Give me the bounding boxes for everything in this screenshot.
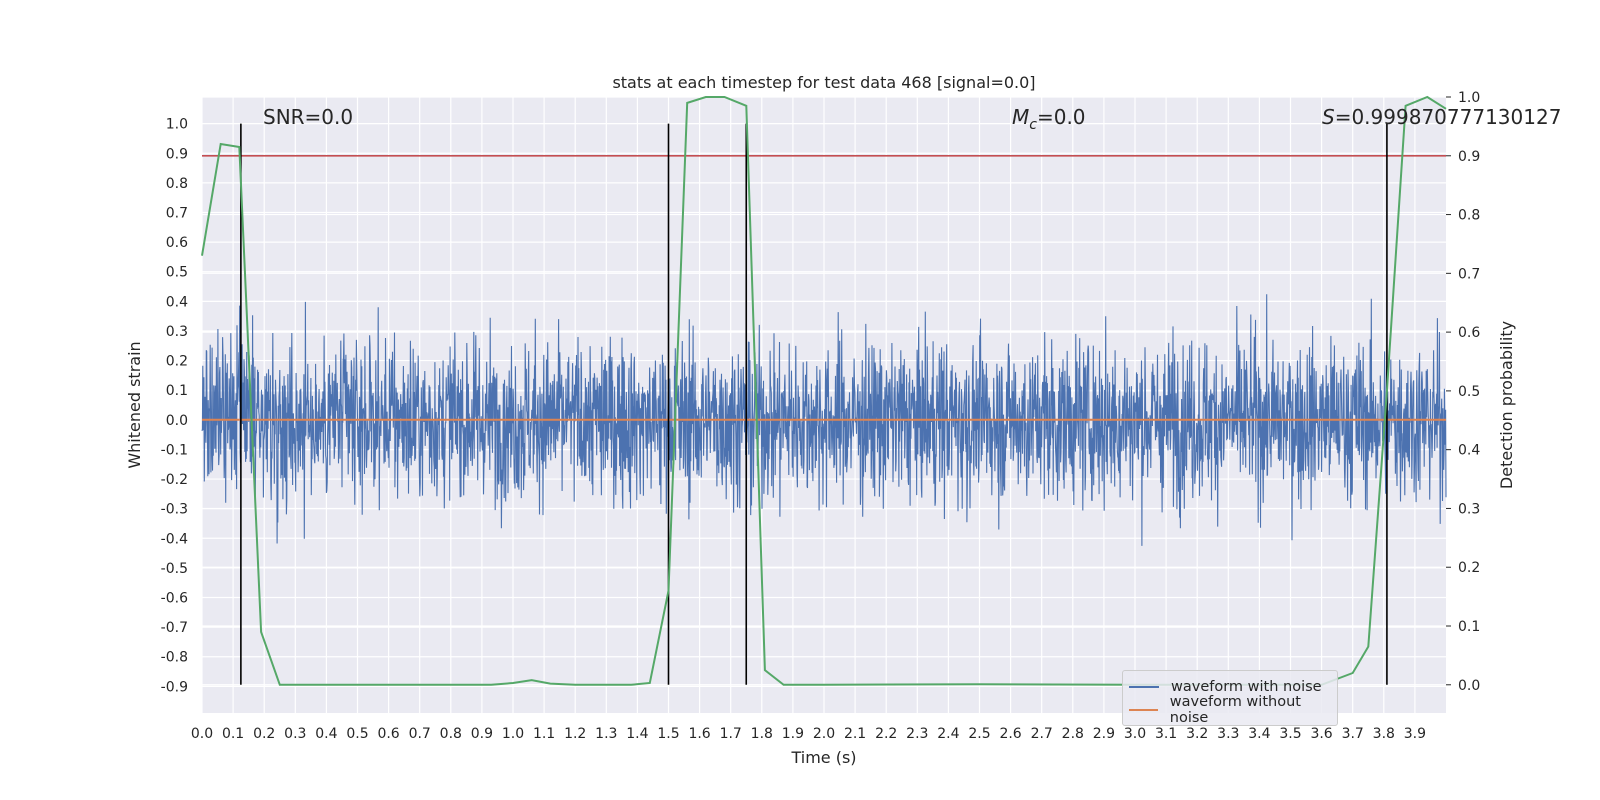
y-tick-label: 1.0	[166, 117, 188, 133]
y-tick-label: -0.4	[161, 531, 188, 547]
x-tick-label: 2.6	[999, 726, 1021, 742]
x-tick-label: 2.3	[906, 726, 928, 742]
x-tick-label: 1.2	[564, 726, 586, 742]
x-tick-label: 0.2	[253, 726, 275, 742]
noise-waveform-path	[201, 294, 1447, 546]
x-tick-label: 3.3	[1217, 726, 1239, 742]
x-tick-label: 0.8	[440, 726, 462, 742]
x-tick-label: 2.0	[813, 726, 835, 742]
y-tick-label: -0.7	[161, 620, 188, 636]
x-tick-label: 1.4	[626, 726, 648, 742]
y2-tick-label: 0.2	[1458, 560, 1480, 576]
x-tick-label: 0.7	[409, 726, 431, 742]
y-tick-label: 0.9	[166, 146, 188, 162]
chirp-mass-value: =0.0	[1037, 105, 1086, 129]
x-tick-label: 2.2	[875, 726, 897, 742]
chirp-mass-annotation: Mc=0.0	[1012, 105, 1086, 133]
y-tick-label: 0.6	[166, 235, 188, 251]
y-tick-label: -0.1	[161, 442, 188, 458]
x-tick-label: 2.9	[1093, 726, 1115, 742]
y-tick-label: 0.7	[166, 206, 188, 222]
y2-tick-label: 0.4	[1458, 443, 1480, 459]
chirp-mass-subscript: c	[1029, 117, 1037, 133]
x-tick-label: 0.3	[284, 726, 306, 742]
x-tick-labels: 0.0 0.1 0.2 0.3 0.4 0.5 0.6 0.7 0.8 0.9 1.0 1.1 1.2 1…	[191, 726, 1426, 742]
x-tick-label: 2.1	[844, 726, 866, 742]
y2-tick-label: 1.0	[1458, 90, 1480, 106]
y2-axis-label: Detection probability	[1497, 321, 1516, 489]
x-tick-label: 3.1	[1155, 726, 1177, 742]
legend-label-clean: waveform without noise	[1169, 694, 1301, 726]
chart-title: stats at each timestep for test data 468…	[612, 73, 1035, 92]
legend-item-waveform-with-noise: waveform with noise	[1129, 676, 1322, 698]
y-tick-label: -0.2	[161, 472, 188, 488]
x-tick-label: 0.6	[377, 726, 399, 742]
x-tick-label: 3.7	[1342, 726, 1364, 742]
legend-swatch-clean	[1129, 709, 1158, 711]
x-tick-label: 0.0	[191, 726, 213, 742]
x-tick-label: 3.6	[1310, 726, 1332, 742]
y2-tick-labels: 1.0 0.9 0.8 0.7 0.6 0.5 0.4 0.3 0.2 0.1 0.0	[1446, 90, 1480, 694]
s-symbol: S	[1322, 105, 1335, 129]
y2-tick-label: 0.8	[1458, 208, 1480, 224]
x-tick-label: 1.7	[720, 726, 742, 742]
x-tick-label: 1.9	[782, 726, 804, 742]
y-tick-label: 0.2	[166, 354, 188, 370]
y-tick-label: 0.4	[166, 294, 188, 310]
series-waveform-with-noise	[201, 294, 1447, 546]
y2-tick-label: 0.3	[1458, 501, 1480, 517]
y-tick-label: -0.3	[161, 502, 188, 518]
x-tick-label: 2.7	[1031, 726, 1053, 742]
y-tick-label: 0.0	[166, 413, 188, 429]
x-tick-label: 3.0	[1124, 726, 1146, 742]
x-tick-label: 3.5	[1279, 726, 1301, 742]
x-tick-label: 3.9	[1404, 726, 1426, 742]
y-tick-label: -0.6	[161, 591, 188, 607]
y-tick-label: -0.8	[161, 650, 188, 666]
x-tick-label: 1.0	[502, 726, 524, 742]
x-tick-label: 3.4	[1248, 726, 1270, 742]
legend-item-waveform-without-noise: waveform without noise	[1129, 694, 1337, 726]
y2-tick-label: 0.6	[1458, 325, 1480, 341]
x-tick-label: 0.9	[471, 726, 493, 742]
x-tick-label: 3.2	[1186, 726, 1208, 742]
x-tick-label: 3.8	[1373, 726, 1395, 742]
x-tick-label: 1.5	[657, 726, 679, 742]
s-value: =0.999870777130127	[1335, 105, 1562, 129]
y-tick-label: 0.8	[166, 176, 188, 192]
x-tick-label: 2.5	[968, 726, 990, 742]
x-tick-label: 1.3	[595, 726, 617, 742]
x-tick-label: 1.1	[533, 726, 555, 742]
y2-tick-label: 0.1	[1458, 619, 1480, 635]
x-tick-label: 2.4	[937, 726, 959, 742]
s-annotation: S=0.999870777130127	[1322, 105, 1561, 129]
snr-annotation: SNR=0.0	[263, 105, 353, 129]
legend-swatch-noise	[1129, 686, 1159, 688]
x-tick-label: 0.4	[315, 726, 337, 742]
y2-tick-label: 0.5	[1458, 384, 1480, 400]
x-tick-label: 1.6	[688, 726, 710, 742]
x-axis-label: Time (s)	[790, 748, 856, 767]
y-tick-label: -0.5	[161, 561, 188, 577]
y-axis-label: Whitened strain	[125, 341, 144, 468]
y2-tick-label: 0.9	[1458, 149, 1480, 165]
legend: waveform with noise waveform without noi…	[1122, 670, 1338, 726]
y-tick-label: 0.3	[166, 324, 188, 340]
x-tick-label: 0.1	[222, 726, 244, 742]
y2-tick-label: 0.0	[1458, 678, 1480, 694]
y2-tick-label: 0.7	[1458, 266, 1480, 282]
legend-label-noise: waveform with noise	[1171, 679, 1322, 695]
y-gridlines	[202, 96, 1446, 687]
y-tick-label: 0.5	[166, 265, 188, 281]
x-tick-label: 1.8	[751, 726, 773, 742]
y-tick-label: -0.9	[161, 679, 188, 695]
x-tick-label: 0.5	[346, 726, 368, 742]
x-tick-label: 2.8	[1062, 726, 1084, 742]
y-tick-labels: 1.0 0.9 0.8 0.7 0.6 0.5 0.4 0.3 0.2 0.1 0.0 -0.1 -0.…	[161, 117, 188, 696]
chirp-mass-symbol: M	[1012, 105, 1029, 129]
y-tick-label: 0.1	[166, 383, 188, 399]
